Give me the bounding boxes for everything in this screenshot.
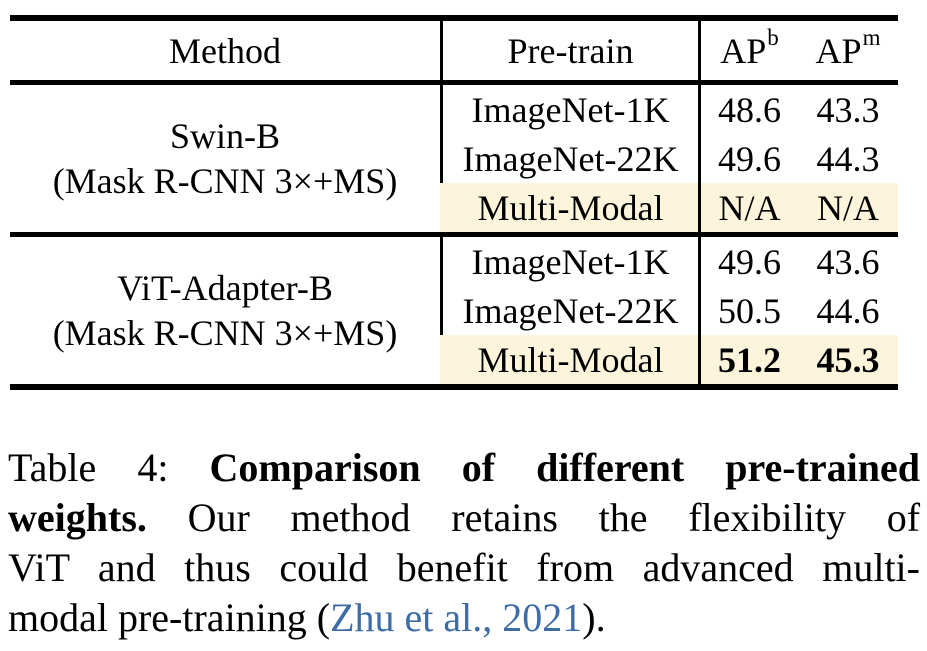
results-table: Method Pre-train AP b AP m Swin-B (Mask R-…	[10, 15, 898, 390]
caption-title-bold-cont: weights.	[8, 495, 147, 540]
caption-body-text: ).	[582, 595, 606, 640]
header-pretrain: Pre-train	[440, 21, 698, 80]
header-ap-b: AP	[720, 30, 767, 71]
pretrain-cell: ImageNet-22K	[440, 134, 698, 183]
ap-m-cell: 44.3	[816, 138, 880, 179]
ap-b-cell: 49.6	[698, 237, 798, 286]
caption-line-4: modal pre-training (Zhu et al., 2021).	[8, 593, 920, 643]
pretrain-cell-highlighted: Multi-Modal	[440, 335, 698, 384]
header-ap-m: AP	[815, 30, 862, 71]
ap-m-cell: 44.6	[816, 290, 880, 331]
method-name: Swin-B	[169, 115, 281, 156]
caption-body-text: ViT and thus could benefit from advanced…	[8, 545, 920, 590]
method-cell: ViT-Adapter-B (Mask R-CNN 3×+MS)	[10, 237, 440, 384]
header-method: Method	[169, 30, 281, 71]
caption-label: Table 4:	[8, 445, 169, 490]
table-header-row: Method Pre-train AP b AP m	[10, 21, 898, 85]
ap-b-cell-highlighted: N/A	[698, 183, 798, 232]
table-group-vit-adapter-b: ViT-Adapter-B (Mask R-CNN 3×+MS) ImageNe…	[10, 232, 898, 384]
caption-body-text: Our method retains the flexibility of	[187, 495, 921, 540]
method-detail: (Mask R-CNN 3×+MS)	[52, 312, 398, 353]
table-caption: Table 4: Comparison of different pre-tra…	[8, 443, 920, 643]
ap-b-cell: 49.6	[698, 134, 798, 183]
method-cell: Swin-B (Mask R-CNN 3×+MS)	[10, 85, 440, 232]
caption-line-3: ViT and thus could benefit from advanced…	[8, 543, 920, 593]
pretrain-cell-highlighted: Multi-Modal	[440, 183, 698, 232]
caption-line-1: Table 4: Comparison of different pre-tra…	[8, 443, 920, 493]
method-detail: (Mask R-CNN 3×+MS)	[52, 160, 398, 201]
ap-m-cell: 43.3	[816, 89, 880, 130]
pretrain-cell: ImageNet-1K	[440, 237, 698, 286]
citation-link[interactable]: Zhu et al., 2021	[330, 595, 583, 640]
caption-title-bold: Comparison of different pre-trained	[209, 445, 921, 490]
table-group-swin-b: Swin-B (Mask R-CNN 3×+MS) ImageNet-1K 48…	[10, 85, 898, 232]
caption-body-text: modal pre-training (	[8, 595, 331, 640]
method-name: ViT-Adapter-B	[117, 267, 333, 308]
ap-b-cell-highlighted-best: 51.2	[698, 335, 798, 384]
ap-m-cell-highlighted: N/A	[798, 183, 898, 232]
header-ap-mask: AP m	[815, 24, 881, 71]
ap-b-cell: 50.5	[698, 286, 798, 335]
header-ap-box: AP b	[698, 21, 798, 80]
pretrain-cell: ImageNet-1K	[440, 85, 698, 134]
ap-m-cell: 43.6	[816, 241, 880, 282]
caption-line-2: weights. Our method retains the flexibil…	[8, 493, 920, 543]
ap-m-cell-highlighted-best: 45.3	[798, 335, 898, 384]
pretrain-cell: ImageNet-22K	[440, 286, 698, 335]
ap-b-cell: 48.6	[698, 85, 798, 134]
